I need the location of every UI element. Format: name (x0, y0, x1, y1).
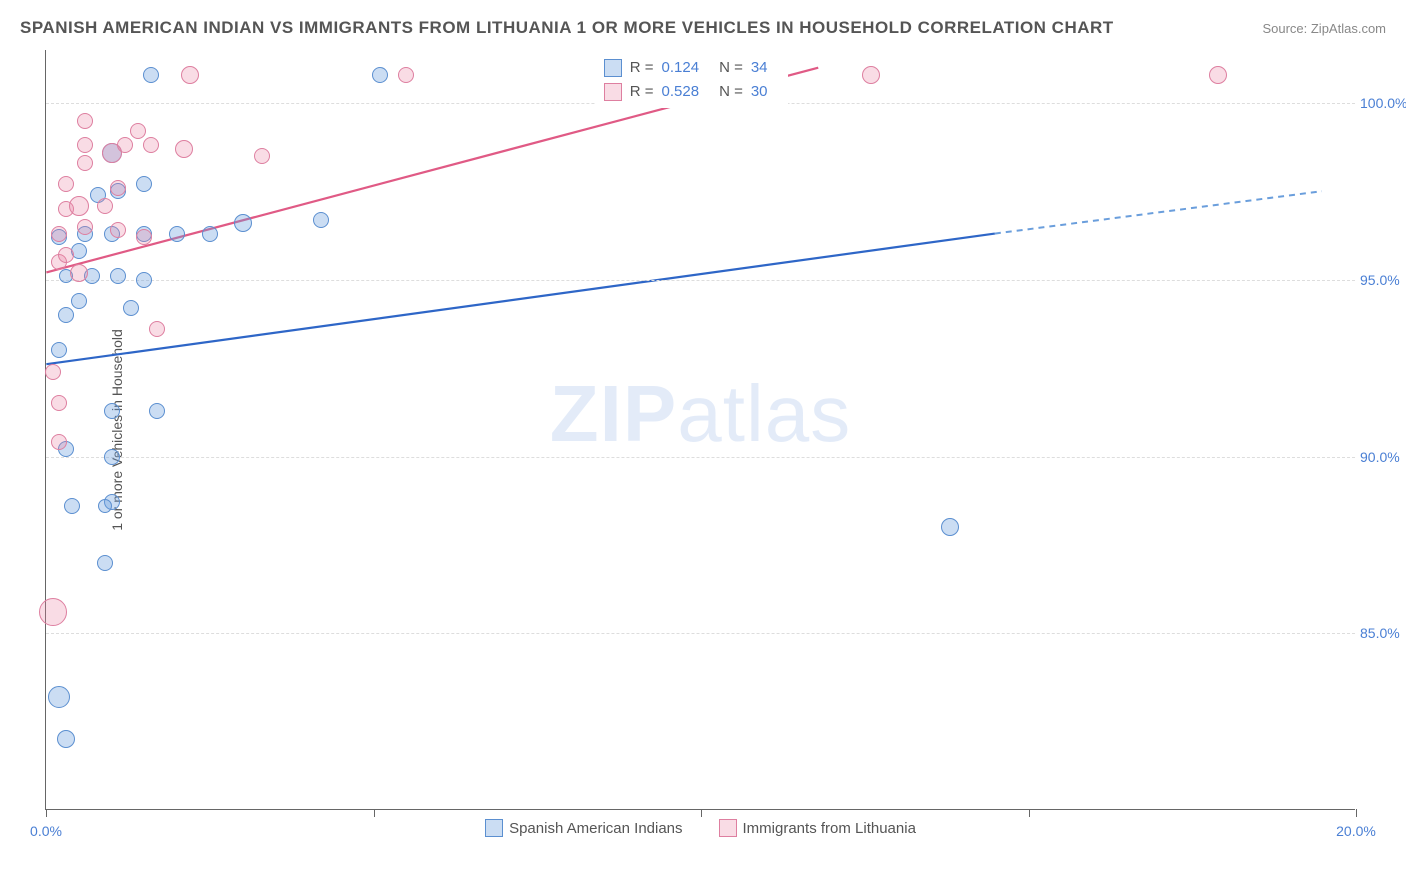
x-tick (46, 809, 47, 817)
data-point-lith (143, 137, 159, 153)
data-point-lith (69, 196, 89, 216)
data-point-sai (58, 307, 74, 323)
legend-item-sai: Spanish American Indians (485, 819, 682, 837)
data-point-sai (98, 499, 112, 513)
data-point-lith (77, 219, 93, 235)
gridline (46, 457, 1355, 458)
series-legend: Spanish American Indians Immigrants from … (46, 819, 1355, 841)
data-point-lith (1209, 66, 1227, 84)
data-point-sai (372, 67, 388, 83)
data-point-lith (117, 137, 133, 153)
data-point-sai (71, 293, 87, 309)
watermark: ZIPatlas (550, 368, 851, 460)
x-tick-label: 0.0% (30, 823, 62, 839)
r-value-sai: 0.124 (662, 56, 700, 80)
r-label: R = (630, 56, 654, 80)
data-point-lith (51, 434, 67, 450)
chart-title: SPANISH AMERICAN INDIAN VS IMMIGRANTS FR… (20, 18, 1114, 38)
watermark-light: atlas (677, 369, 851, 458)
data-point-sai (51, 342, 67, 358)
legend-row-lith: R = 0.528 N = 30 (604, 80, 780, 104)
data-point-lith (45, 364, 61, 380)
r-value-lith: 0.528 (662, 80, 700, 104)
legend-row-sai: R = 0.124 N = 34 (604, 56, 780, 80)
data-point-lith (58, 247, 74, 263)
data-point-sai (136, 272, 152, 288)
legend-swatch-sai (604, 59, 622, 77)
data-point-lith (58, 176, 74, 192)
x-tick-label: 20.0% (1336, 823, 1376, 839)
trend-line-dash-sai (995, 191, 1322, 233)
data-point-lith (398, 67, 414, 83)
data-point-sai (136, 176, 152, 192)
n-label: N = (719, 56, 743, 80)
data-point-lith (136, 229, 152, 245)
data-point-sai (143, 67, 159, 83)
gridline (46, 280, 1355, 281)
n-value-lith: 30 (751, 80, 768, 104)
data-point-sai (48, 686, 70, 708)
data-point-sai (169, 226, 185, 242)
legend-swatch-sai (485, 819, 503, 837)
data-point-sai (57, 730, 75, 748)
source-attribution: Source: ZipAtlas.com (1262, 21, 1386, 36)
data-point-lith (175, 140, 193, 158)
data-point-lith (70, 264, 88, 282)
data-point-lith (181, 66, 199, 84)
data-point-sai (97, 555, 113, 571)
x-tick (701, 809, 702, 817)
y-tick-label: 90.0% (1360, 449, 1406, 465)
correlation-legend: R = 0.124 N = 34 R = 0.528 N = 30 (596, 52, 788, 108)
data-point-sai (202, 226, 218, 242)
legend-swatch-lith (719, 819, 737, 837)
legend-label-sai: Spanish American Indians (509, 820, 682, 837)
data-point-sai (110, 268, 126, 284)
n-value-sai: 34 (751, 56, 768, 80)
data-point-sai (104, 403, 120, 419)
data-point-lith (77, 137, 93, 153)
x-tick (374, 809, 375, 817)
r-label: R = (630, 80, 654, 104)
watermark-bold: ZIP (550, 369, 677, 458)
data-point-lith (39, 598, 67, 626)
data-point-sai (123, 300, 139, 316)
data-point-sai (313, 212, 329, 228)
data-point-lith (51, 226, 67, 242)
data-point-lith (77, 113, 93, 129)
y-tick-label: 95.0% (1360, 272, 1406, 288)
data-point-lith (77, 155, 93, 171)
data-point-lith (254, 148, 270, 164)
data-point-lith (51, 395, 67, 411)
x-tick (1356, 809, 1357, 817)
legend-label-lith: Immigrants from Lithuania (743, 820, 916, 837)
data-point-lith (97, 198, 113, 214)
data-point-sai (104, 449, 120, 465)
data-point-lith (149, 321, 165, 337)
trend-lines (46, 50, 1355, 809)
data-point-sai (941, 518, 959, 536)
data-point-lith (130, 123, 146, 139)
legend-swatch-lith (604, 83, 622, 101)
y-tick-label: 100.0% (1360, 95, 1406, 111)
gridline (46, 633, 1355, 634)
x-tick (1029, 809, 1030, 817)
data-point-lith (110, 180, 126, 196)
n-label: N = (719, 80, 743, 104)
data-point-sai (64, 498, 80, 514)
data-point-sai (234, 214, 252, 232)
y-tick-label: 85.0% (1360, 625, 1406, 641)
legend-item-lith: Immigrants from Lithuania (719, 819, 916, 837)
data-point-sai (149, 403, 165, 419)
trend-line-sai (46, 234, 995, 365)
data-point-lith (862, 66, 880, 84)
data-point-lith (110, 222, 126, 238)
plot-area: 1 or more Vehicles in Household ZIPatlas… (45, 50, 1355, 810)
